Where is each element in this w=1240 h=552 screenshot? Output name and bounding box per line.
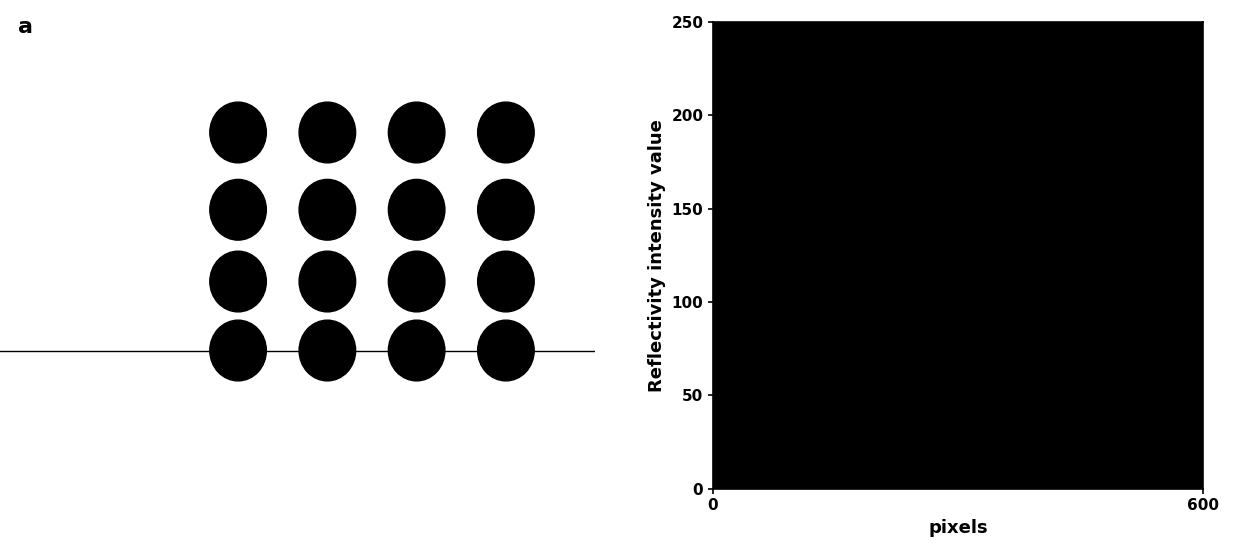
Ellipse shape: [210, 251, 267, 312]
Y-axis label: Reflectivity intensity value: Reflectivity intensity value: [647, 119, 666, 392]
Ellipse shape: [388, 102, 445, 163]
Ellipse shape: [210, 102, 267, 163]
Ellipse shape: [299, 102, 356, 163]
Ellipse shape: [477, 179, 534, 240]
Ellipse shape: [477, 251, 534, 312]
Ellipse shape: [210, 320, 267, 381]
Ellipse shape: [388, 251, 445, 312]
Ellipse shape: [210, 179, 267, 240]
Ellipse shape: [299, 320, 356, 381]
X-axis label: pixels: pixels: [928, 519, 988, 537]
Text: b: b: [630, 0, 646, 3]
Ellipse shape: [388, 179, 445, 240]
Ellipse shape: [477, 102, 534, 163]
Ellipse shape: [299, 179, 356, 240]
Text: a: a: [17, 17, 32, 36]
Ellipse shape: [388, 320, 445, 381]
Ellipse shape: [477, 320, 534, 381]
Ellipse shape: [299, 251, 356, 312]
